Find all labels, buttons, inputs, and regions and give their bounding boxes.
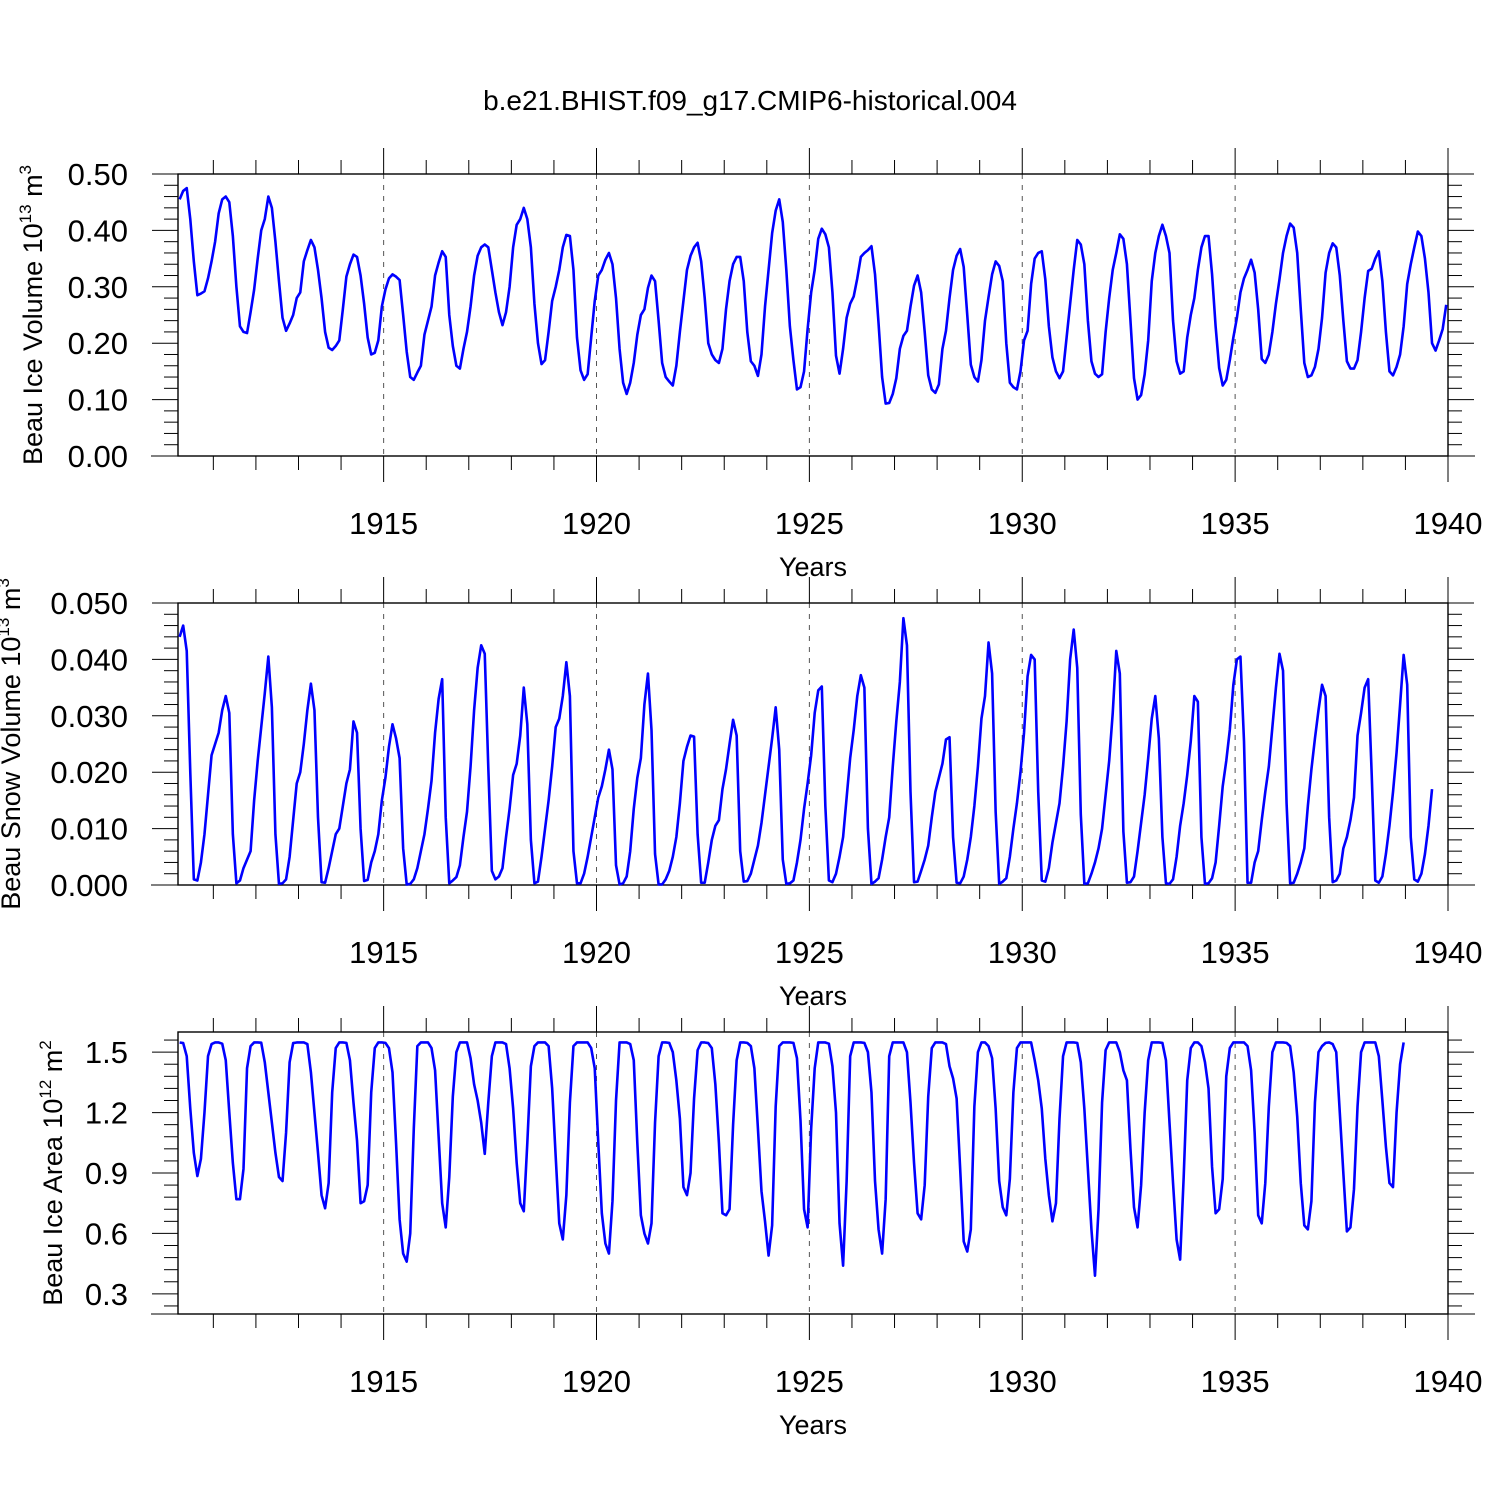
- y-tick-label: 0.50: [68, 157, 128, 192]
- grid-lines: [383, 603, 1236, 885]
- y-tick-labels: 0.00 0.10 0.20 0.30 0.40 0.50: [68, 157, 128, 474]
- x-tick-label: 1940: [1414, 506, 1483, 541]
- y-tick-label: 0.9: [85, 1156, 128, 1191]
- panel-ice-area: 0.3 0.6 0.9 1.2 1.5 1915 1920 1925 1930 1935 1940…: [36, 1006, 1482, 1440]
- x-tick-label: 1920: [562, 1364, 631, 1399]
- y-axis-label: Beau Ice Area 1012 m2: [36, 1040, 68, 1306]
- x-tick-label: 1925: [775, 935, 844, 970]
- x-tick-label: 1930: [988, 1364, 1057, 1399]
- y-tick-label: 0.30: [68, 270, 128, 305]
- y-axis-label: Beau Snow Volume 1013 m3: [0, 578, 26, 910]
- y-tick-label: 0.3: [85, 1277, 128, 1312]
- x-tick-label: 1930: [988, 506, 1057, 541]
- plot-frame: [177, 602, 1449, 886]
- x-tick-label: 1920: [562, 506, 631, 541]
- x-tick-labels: 1915 1920 1925 1930 1935 1940: [349, 1364, 1482, 1399]
- tick-marks: [151, 577, 1475, 911]
- series-line-ice-area: [179, 1041, 1405, 1278]
- y-tick-label: 0.020: [50, 755, 128, 790]
- y-tick-label: 0.20: [68, 326, 128, 361]
- y-tick-label: 1.5: [85, 1035, 128, 1070]
- grid-lines: [383, 174, 1236, 456]
- y-tick-label: 1.2: [85, 1096, 128, 1131]
- y-tick-label: 0.00: [68, 439, 128, 474]
- x-tick-label: 1920: [562, 935, 631, 970]
- x-tick-label: 1940: [1414, 935, 1483, 970]
- figure-title: b.e21.BHIST.f09_g17.CMIP6-historical.004: [483, 85, 1017, 116]
- y-axis-label: Beau Ice Volume 1013 m3: [16, 165, 48, 465]
- x-tick-labels: 1915 1920 1925 1930 1935 1940: [349, 935, 1482, 970]
- x-tick-label: 1925: [775, 1364, 844, 1399]
- y-tick-label: 0.030: [50, 699, 128, 734]
- x-axis-label: Years: [779, 552, 847, 582]
- x-tick-label: 1930: [988, 935, 1057, 970]
- y-tick-label: 0.010: [50, 812, 128, 847]
- y-tick-label: 0.000: [50, 868, 128, 903]
- x-tick-labels: 1915 1920 1925 1930 1935 1940: [349, 506, 1482, 541]
- x-tick-label: 1915: [349, 506, 418, 541]
- x-axis-label: Years: [779, 1410, 847, 1440]
- x-tick-label: 1935: [1201, 1364, 1270, 1399]
- y-tick-label: 0.40: [68, 213, 128, 248]
- y-tick-label: 0.050: [50, 586, 128, 621]
- x-tick-label: 1925: [775, 506, 844, 541]
- y-tick-labels: 0.3 0.6 0.9 1.2 1.5: [85, 1035, 128, 1312]
- series-line-ice-volume: [178, 186, 1448, 405]
- series-line-snow-volume: [178, 616, 1434, 886]
- x-axis-label: Years: [779, 981, 847, 1011]
- x-tick-label: 1915: [349, 935, 418, 970]
- plot-frame: [177, 173, 1449, 457]
- y-tick-label: 0.10: [68, 383, 128, 418]
- tick-marks: [151, 148, 1475, 482]
- x-tick-label: 1915: [349, 1364, 418, 1399]
- y-tick-label: 0.040: [50, 642, 128, 677]
- tick-marks: [151, 1006, 1475, 1340]
- y-tick-label: 0.6: [85, 1216, 128, 1251]
- x-tick-label: 1935: [1201, 935, 1270, 970]
- panel-ice-volume: 0.00 0.10 0.20 0.30 0.40 0.50 1915 1920 1925 193…: [16, 148, 1482, 582]
- x-tick-label: 1935: [1201, 506, 1270, 541]
- x-tick-label: 1940: [1414, 1364, 1483, 1399]
- y-tick-labels: 0.000 0.010 0.020 0.030 0.040 0.050: [50, 586, 128, 903]
